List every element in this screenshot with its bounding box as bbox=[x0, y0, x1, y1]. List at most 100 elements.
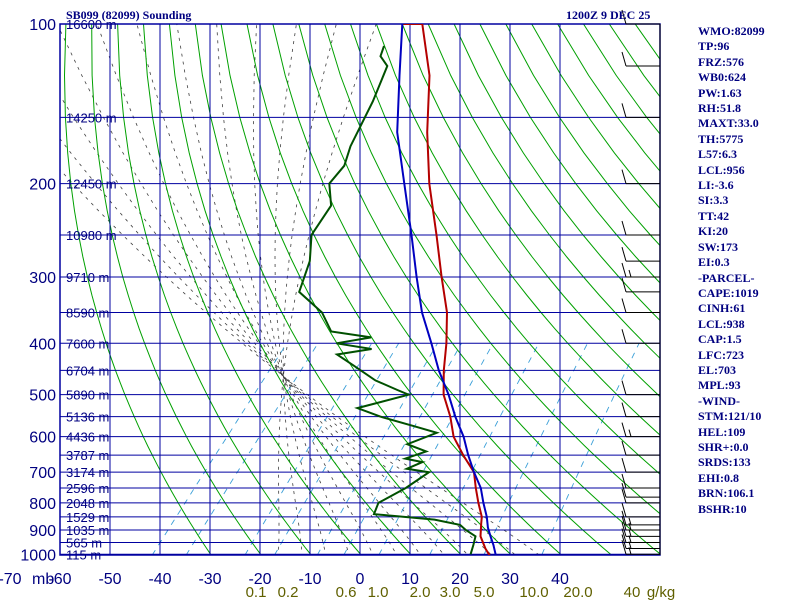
wind-barb-flag bbox=[621, 502, 627, 518]
mixing-ratio-label: 40 bbox=[624, 584, 641, 600]
wind-barb-flag bbox=[621, 277, 627, 293]
wind-barb-flag bbox=[621, 262, 627, 278]
height-label: 565 m bbox=[66, 535, 102, 550]
wind-barb-half-flag bbox=[628, 522, 632, 531]
mixing-ratio-line bbox=[429, 343, 540, 555]
wind-barb-half-flag bbox=[628, 429, 632, 437]
height-label: 3787 m bbox=[66, 448, 109, 463]
index-item: EI:0.3 bbox=[698, 255, 730, 270]
pressure-tick-label: 100 bbox=[29, 17, 56, 34]
wind-barb-column bbox=[621, 9, 661, 555]
mixing-ratio-label: 0.1 bbox=[246, 584, 267, 600]
dry-adiabat-line bbox=[143, 24, 362, 555]
temperature-tick-label: 30 bbox=[501, 571, 519, 588]
mixing-ratio-label: 10.0 bbox=[519, 584, 548, 600]
dry-adiabat-line bbox=[505, 24, 660, 247]
mixing-ratio-line bbox=[541, 343, 640, 555]
wind-barb-flag bbox=[621, 402, 627, 417]
wind-barb bbox=[621, 298, 660, 314]
index-item: EL:703 bbox=[698, 362, 737, 377]
index-item: CAP:1.5 bbox=[698, 332, 742, 347]
height-label: 7600 m bbox=[66, 336, 109, 351]
wind-barb-half-flag bbox=[628, 269, 632, 278]
temperature-tick-label: 40 bbox=[551, 571, 569, 588]
mixing-ratio-label: 1.0 bbox=[368, 584, 389, 600]
index-item: CINH:61 bbox=[698, 301, 746, 316]
pressure-tick-label: 700 bbox=[29, 465, 56, 482]
pressure-tick-label: 900 bbox=[29, 523, 56, 540]
wind-barb-flag bbox=[621, 473, 627, 489]
dry-adiabat-line bbox=[401, 24, 660, 398]
wind-barb-flag bbox=[621, 380, 627, 395]
sounding-profiles bbox=[298, 24, 497, 555]
wind-barb bbox=[621, 277, 660, 293]
mixing-ratio-label: 3.0 bbox=[440, 584, 461, 600]
wind-barb-flag bbox=[621, 298, 627, 313]
index-item: LI:-3.6 bbox=[698, 178, 734, 193]
mixing-ratio-line bbox=[185, 343, 319, 555]
temperature-tick-label: 0 bbox=[356, 571, 365, 588]
index-item: FRZ:576 bbox=[698, 54, 744, 69]
wind-barb bbox=[621, 262, 660, 278]
dry-adiabat-line bbox=[91, 24, 262, 555]
parcel-profile bbox=[396, 24, 497, 555]
height-label: 2048 m bbox=[66, 496, 109, 511]
moist-adiabat-line bbox=[277, 24, 377, 555]
dry-adiabat-line bbox=[583, 24, 660, 135]
mixing-ratio-line bbox=[273, 343, 400, 555]
index-item: BSHR:10 bbox=[698, 501, 747, 516]
pressure-unit-label: mb bbox=[32, 571, 54, 588]
wind-barb bbox=[621, 402, 660, 418]
mixing-ratio-line bbox=[343, 343, 462, 555]
moist-adiabat-line bbox=[274, 24, 326, 555]
index-item: -WIND- bbox=[698, 393, 740, 408]
wind-barb-flag bbox=[621, 488, 627, 504]
wind-barb bbox=[621, 51, 660, 67]
dry-adiabat-line bbox=[479, 24, 660, 284]
pressure-tick-label: 500 bbox=[29, 388, 56, 405]
height-label: 3174 m bbox=[66, 465, 109, 480]
wind-barb bbox=[621, 380, 660, 396]
mixing-ratio-line bbox=[483, 343, 588, 555]
wind-barb-flag bbox=[621, 422, 627, 437]
mixing-ratio-label: 20.0 bbox=[563, 584, 592, 600]
dry-adiabat-line bbox=[324, 24, 660, 515]
moist-adiabat-line bbox=[60, 29, 469, 555]
height-label: 4436 m bbox=[66, 430, 109, 445]
dry-adiabat-line bbox=[350, 24, 660, 475]
indices-panel: WMO:82099 TP:96 FRZ:576 WB0:624 PW:1.63 RH:51… bbox=[698, 24, 765, 517]
pressure-tick-label: 200 bbox=[29, 177, 56, 194]
mixing-ratio-label: 2.0 bbox=[410, 584, 431, 600]
height-label: 2596 m bbox=[66, 481, 109, 496]
index-item: LCL:956 bbox=[698, 162, 745, 177]
wind-barb bbox=[621, 103, 660, 118]
index-item: -PARCEL- bbox=[698, 270, 755, 285]
wind-barb bbox=[621, 9, 660, 25]
moist-adiabat-line bbox=[253, 24, 350, 555]
pressure-tick-label: 1000 bbox=[20, 547, 56, 564]
wind-barb-flag bbox=[621, 220, 627, 236]
index-item: L57:6.3 bbox=[698, 147, 737, 162]
dewpoint-profile bbox=[298, 45, 477, 555]
dry-adiabat-line bbox=[298, 24, 660, 555]
dry-adiabat-line bbox=[791, 24, 800, 566]
moist-adiabat-line bbox=[176, 24, 398, 555]
dry-adiabats bbox=[63, 24, 800, 566]
dry-adiabat-line bbox=[168, 24, 412, 555]
wind-barb-flag bbox=[621, 522, 627, 537]
height-label: 12450 m bbox=[66, 177, 117, 192]
index-item: HEL:109 bbox=[698, 424, 746, 439]
wind-barb-flag bbox=[621, 515, 627, 531]
wind-barb bbox=[621, 458, 660, 473]
index-item: TP:96 bbox=[698, 39, 730, 54]
temperature-tick-label: 10 bbox=[401, 571, 419, 588]
wind-barb bbox=[621, 169, 660, 185]
pressure-tick-label: 400 bbox=[29, 336, 56, 353]
height-label: 1529 m bbox=[66, 510, 109, 525]
wind-barb-flag bbox=[621, 540, 627, 555]
wind-barb-flag bbox=[621, 169, 627, 184]
wind-barb bbox=[621, 528, 660, 543]
index-item: WB0:624 bbox=[698, 70, 746, 85]
index-item: BRN:106.1 bbox=[698, 486, 755, 501]
wind-barb-flag bbox=[621, 528, 627, 543]
